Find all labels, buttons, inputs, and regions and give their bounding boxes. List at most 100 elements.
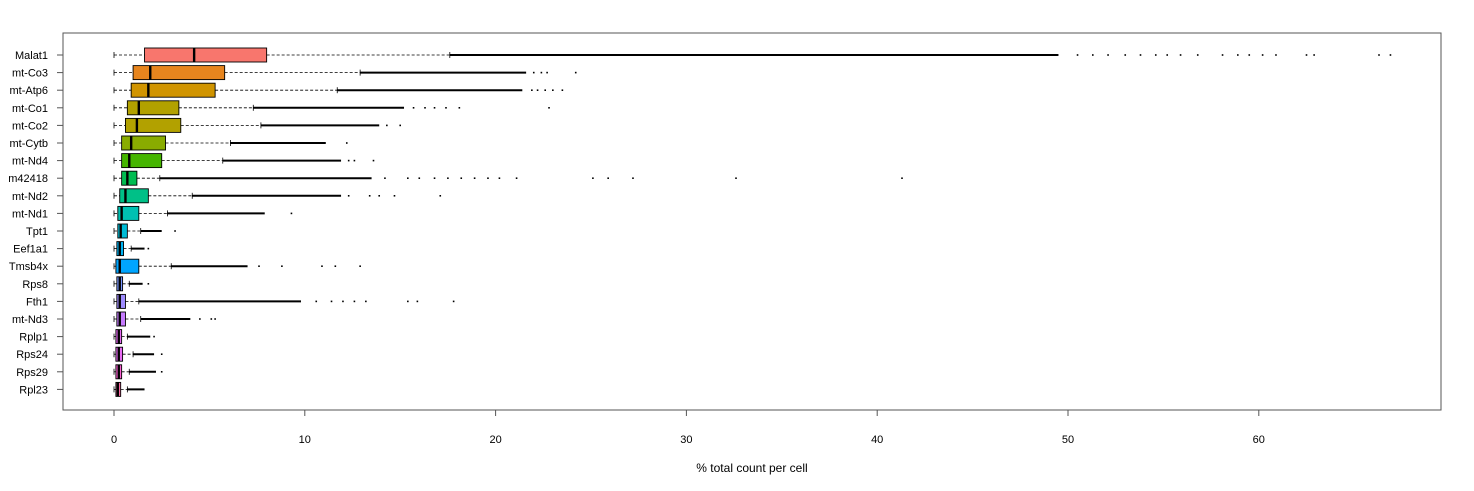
outlier-point (574, 71, 577, 74)
outlier-point (347, 195, 350, 197)
outlier-point (540, 71, 543, 74)
y-tick-label: Tpt1 (26, 226, 48, 238)
box (116, 311, 126, 327)
outlier-point (424, 107, 426, 109)
outlier-point (487, 177, 489, 179)
outlier-point (536, 89, 539, 91)
box (121, 170, 138, 186)
y-tick-label: m42418 (8, 173, 48, 185)
outlier-point (199, 318, 201, 320)
x-tick-label: 10 (299, 434, 311, 446)
outlier-point (607, 177, 609, 179)
box (116, 293, 126, 309)
box-row (113, 276, 150, 292)
outlier-point (548, 107, 550, 109)
outlier-point (347, 159, 350, 162)
outlier-point (399, 124, 401, 127)
outlier-point (359, 265, 361, 267)
x-tick-label: 50 (1062, 434, 1074, 446)
outlier-point (353, 159, 356, 162)
box-row (113, 188, 442, 204)
y-tick-label: mt-Nd4 (12, 156, 48, 168)
outlier-point (1166, 54, 1169, 56)
outlier-point (147, 283, 150, 285)
outlier-point (368, 195, 371, 197)
box-row (113, 117, 401, 133)
y-tick-label: mt-Co3 (12, 68, 48, 80)
outlier-point (1107, 54, 1109, 56)
outlier-point (342, 300, 344, 303)
outlier-point (384, 177, 386, 179)
box (124, 117, 182, 133)
y-tick-label: Fth1 (26, 296, 48, 308)
outlier-point (1076, 54, 1079, 56)
box (130, 82, 216, 98)
y-tick-label: mt-Co2 (12, 120, 48, 132)
outlier-point (439, 195, 442, 197)
outlier-point (1261, 54, 1264, 56)
outlier-point (160, 371, 163, 373)
box (144, 47, 268, 63)
outlier-point (412, 107, 415, 109)
outlier-point (546, 71, 548, 74)
outlier-point (531, 89, 533, 91)
outlier-point (1154, 54, 1157, 56)
outlier-point (1248, 54, 1251, 56)
y-tick-label: Rps29 (16, 367, 48, 379)
outlier-point (210, 318, 213, 320)
outlier-point (1179, 54, 1182, 56)
box-row (113, 82, 564, 98)
box-row (113, 293, 455, 309)
outlier-point (1237, 54, 1239, 56)
box (115, 258, 140, 274)
outlier-point (532, 71, 535, 74)
outlier-point (353, 300, 356, 303)
outlier-point (552, 89, 554, 91)
outlier-point (372, 159, 375, 162)
x-tick-label: 30 (680, 434, 692, 446)
y-tick-label: mt-Co1 (12, 103, 48, 115)
outlier-point (147, 247, 150, 250)
x-tick-label: 40 (871, 434, 883, 446)
x-axis: 0 10 20 30 40 50 60 (111, 409, 1265, 446)
y-tick-label: mt-Nd3 (12, 314, 48, 326)
y-tick-label: mt-Atp6 (9, 85, 48, 97)
outlier-point (735, 177, 737, 179)
y-tick-label: Tmsb4x (9, 261, 49, 273)
outlier-point (1313, 54, 1315, 56)
box-row (113, 223, 176, 239)
outlier-point (345, 142, 348, 144)
outlier-point (321, 265, 323, 267)
box (126, 100, 180, 116)
x-axis-title: % total count per cell (696, 461, 807, 475)
outlier-point (153, 335, 155, 338)
box-row (113, 258, 361, 274)
outlier-point (498, 177, 501, 179)
y-tick-label: Rplp1 (19, 332, 48, 344)
y-tick-label: mt-Nd2 (12, 191, 48, 203)
box-row (113, 65, 577, 81)
outlier-point (418, 177, 421, 179)
outlier-point (901, 177, 903, 179)
outlier-point (561, 89, 564, 91)
box-row (113, 153, 375, 169)
box-row (113, 170, 903, 186)
outlier-point (433, 107, 436, 109)
outlier-point (445, 107, 447, 109)
outlier-point (632, 177, 634, 179)
y-tick-label: mt-Nd1 (12, 208, 48, 220)
outlier-point (365, 300, 367, 303)
outlier-point (378, 195, 381, 197)
x-tick-label: 20 (489, 434, 501, 446)
outlier-point (452, 300, 455, 303)
outlier-point (1196, 54, 1199, 56)
outlier-point (407, 177, 409, 179)
plot-frame (62, 32, 1442, 411)
outlier-point (1389, 54, 1392, 56)
box (117, 205, 140, 221)
x-tick-label: 60 (1253, 434, 1265, 446)
box (121, 153, 163, 169)
y-tick-label: mt-Cytb (10, 138, 49, 150)
outlier-point (1275, 54, 1277, 56)
